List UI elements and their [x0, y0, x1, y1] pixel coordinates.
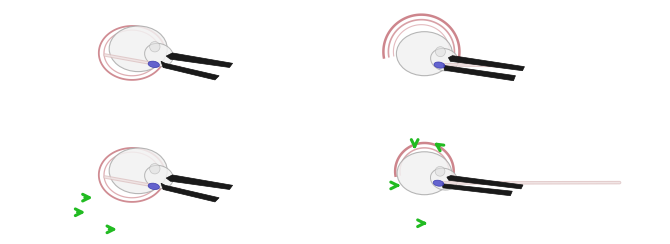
Ellipse shape: [148, 61, 159, 68]
Ellipse shape: [434, 62, 445, 68]
Ellipse shape: [431, 49, 458, 71]
Ellipse shape: [148, 183, 159, 190]
Ellipse shape: [109, 26, 168, 72]
Polygon shape: [442, 183, 513, 196]
Ellipse shape: [109, 148, 168, 194]
Polygon shape: [166, 53, 232, 67]
Ellipse shape: [435, 166, 445, 176]
Ellipse shape: [145, 43, 174, 67]
Ellipse shape: [145, 165, 174, 189]
Polygon shape: [166, 175, 232, 189]
Ellipse shape: [430, 168, 458, 190]
Polygon shape: [161, 61, 219, 80]
Ellipse shape: [149, 163, 160, 174]
Polygon shape: [448, 56, 525, 71]
Ellipse shape: [433, 180, 444, 186]
Polygon shape: [447, 176, 523, 189]
Ellipse shape: [397, 152, 452, 195]
Polygon shape: [444, 65, 515, 81]
Ellipse shape: [397, 32, 452, 76]
Ellipse shape: [149, 41, 160, 52]
Polygon shape: [161, 183, 219, 202]
Ellipse shape: [436, 47, 446, 57]
